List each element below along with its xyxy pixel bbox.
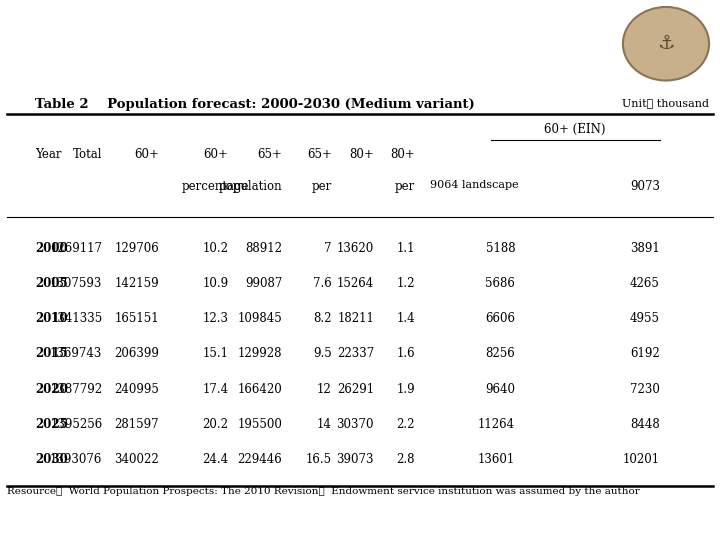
Text: 142159: 142159 xyxy=(114,277,159,290)
Text: 13620: 13620 xyxy=(337,241,374,254)
Text: 11264: 11264 xyxy=(478,418,516,431)
Text: 1395256: 1395256 xyxy=(50,418,102,431)
Text: 2.2: 2.2 xyxy=(397,418,415,431)
Text: 5188: 5188 xyxy=(485,241,516,254)
Text: 8.2: 8.2 xyxy=(313,312,332,325)
Text: 1.6: 1.6 xyxy=(397,347,415,361)
Text: 15264: 15264 xyxy=(337,277,374,290)
Text: 2005: 2005 xyxy=(35,277,68,290)
Text: ⚓: ⚓ xyxy=(657,34,675,53)
Text: 340022: 340022 xyxy=(114,454,159,467)
Text: 1269117: 1269117 xyxy=(50,241,102,254)
Text: 2010: 2010 xyxy=(35,312,68,325)
Text: 10201: 10201 xyxy=(623,454,660,467)
Text: 9064 landscape: 9064 landscape xyxy=(430,180,518,190)
Text: 1307593: 1307593 xyxy=(50,277,102,290)
Text: 13601: 13601 xyxy=(478,454,516,467)
Text: Unit： thousand: Unit： thousand xyxy=(622,98,709,108)
Text: 30370: 30370 xyxy=(337,418,374,431)
Text: 2030: 2030 xyxy=(35,454,68,467)
Text: 1369743: 1369743 xyxy=(50,347,102,361)
Text: 5686: 5686 xyxy=(485,277,516,290)
Text: 8256: 8256 xyxy=(485,347,516,361)
Text: 281597: 281597 xyxy=(114,418,159,431)
Text: 1.  The necessity and urgency: 1. The necessity and urgency xyxy=(22,23,484,50)
Text: 88912: 88912 xyxy=(246,241,282,254)
Text: 2025: 2025 xyxy=(35,418,68,431)
Text: 60+ (EIN): 60+ (EIN) xyxy=(544,123,606,136)
Text: 16.5: 16.5 xyxy=(306,454,332,467)
Text: 3891: 3891 xyxy=(630,241,660,254)
Text: 10.2: 10.2 xyxy=(202,241,228,254)
Text: 65+: 65+ xyxy=(258,148,282,161)
Text: 17.4: 17.4 xyxy=(202,383,228,396)
Text: 26291: 26291 xyxy=(337,383,374,396)
Text: 1393076: 1393076 xyxy=(50,454,102,467)
Text: 1387792: 1387792 xyxy=(50,383,102,396)
Text: percentage: percentage xyxy=(181,180,249,193)
Text: 195500: 195500 xyxy=(238,418,282,431)
Text: 60+: 60+ xyxy=(203,148,228,161)
Text: 9640: 9640 xyxy=(485,383,516,396)
Text: 4265: 4265 xyxy=(630,277,660,290)
Text: 2000: 2000 xyxy=(35,241,68,254)
Text: 22337: 22337 xyxy=(337,347,374,361)
Text: 9.5: 9.5 xyxy=(313,347,332,361)
Text: 229446: 229446 xyxy=(238,454,282,467)
Text: 6192: 6192 xyxy=(630,347,660,361)
Text: 206399: 206399 xyxy=(114,347,159,361)
Text: 10.9: 10.9 xyxy=(202,277,228,290)
Text: 2015: 2015 xyxy=(35,347,68,361)
Text: 60+: 60+ xyxy=(134,148,159,161)
Text: 20.2: 20.2 xyxy=(202,418,228,431)
Text: 8448: 8448 xyxy=(630,418,660,431)
Text: population: population xyxy=(219,180,282,193)
Circle shape xyxy=(623,7,709,80)
Text: 6606: 6606 xyxy=(485,312,516,325)
Text: 2.8: 2.8 xyxy=(397,454,415,467)
Text: 109845: 109845 xyxy=(238,312,282,325)
Text: 18211: 18211 xyxy=(337,312,374,325)
Text: per: per xyxy=(395,180,415,193)
Text: 240995: 240995 xyxy=(114,383,159,396)
Text: 7.6: 7.6 xyxy=(313,277,332,290)
Text: Table 2    Population forecast: 2000-2030 (Medium variant): Table 2 Population forecast: 2000-2030 (… xyxy=(35,98,475,111)
Text: 39073: 39073 xyxy=(337,454,374,467)
Text: 1.4: 1.4 xyxy=(397,312,415,325)
Text: 12: 12 xyxy=(317,383,332,396)
Text: 2020: 2020 xyxy=(35,383,68,396)
Text: 165151: 165151 xyxy=(114,312,159,325)
Text: 7230: 7230 xyxy=(630,383,660,396)
Text: Year: Year xyxy=(35,148,62,161)
Text: 80+: 80+ xyxy=(390,148,415,161)
Text: 12.3: 12.3 xyxy=(202,312,228,325)
Text: 129706: 129706 xyxy=(114,241,159,254)
Text: 4955: 4955 xyxy=(630,312,660,325)
Text: 14: 14 xyxy=(317,418,332,431)
Text: 65+: 65+ xyxy=(307,148,332,161)
Text: Total: Total xyxy=(73,148,102,161)
Text: per: per xyxy=(312,180,332,193)
Text: 99087: 99087 xyxy=(245,277,282,290)
Text: 24.4: 24.4 xyxy=(202,454,228,467)
Text: 9073: 9073 xyxy=(630,180,660,193)
Text: 166420: 166420 xyxy=(238,383,282,396)
Text: 1.2: 1.2 xyxy=(397,277,415,290)
Text: Resource：  World Population Prospects: The 2010 Revision，  Endowment service ins: Resource： World Population Prospects: Th… xyxy=(7,487,640,496)
Text: 129928: 129928 xyxy=(238,347,282,361)
Text: 15.1: 15.1 xyxy=(202,347,228,361)
Text: 7: 7 xyxy=(324,241,332,254)
Text: 1.9: 1.9 xyxy=(397,383,415,396)
Text: 1.1  Population forecast: 1.1 Population forecast xyxy=(47,66,288,84)
Text: 1.1: 1.1 xyxy=(397,241,415,254)
Text: 80+: 80+ xyxy=(349,148,374,161)
Text: 1341335: 1341335 xyxy=(50,312,102,325)
